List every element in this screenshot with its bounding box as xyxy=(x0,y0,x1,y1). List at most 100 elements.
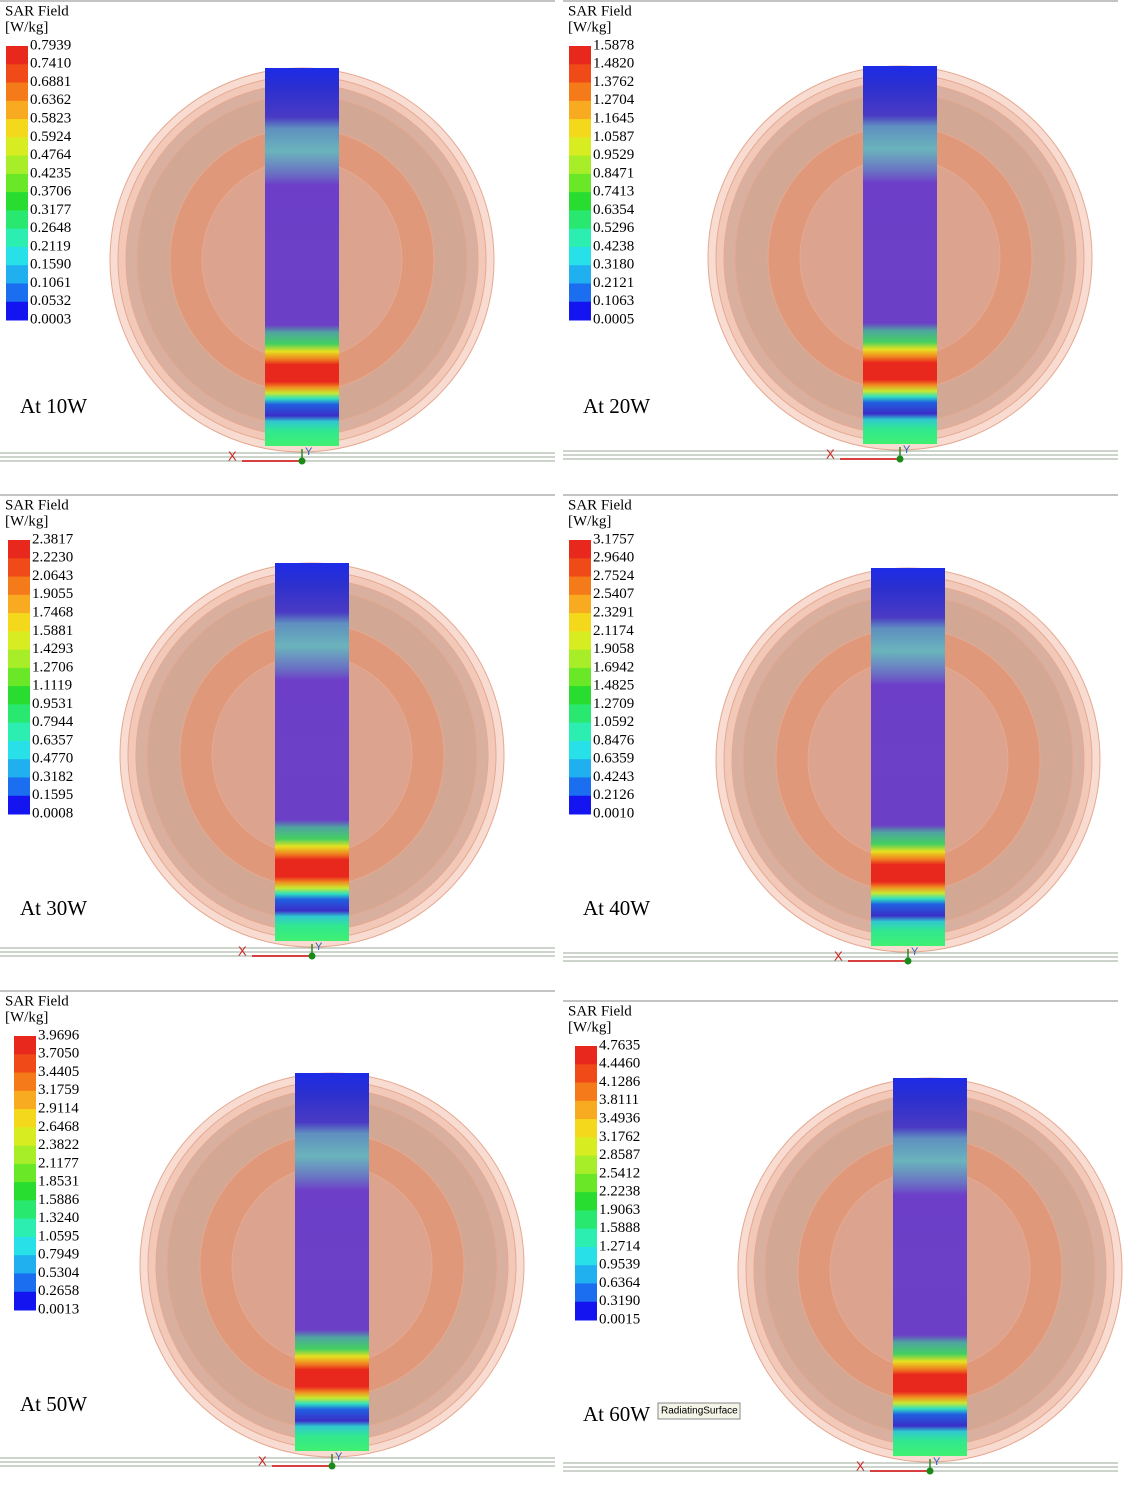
legend-unit: [W/kg] xyxy=(568,1019,611,1035)
legend-swatch xyxy=(6,228,28,248)
legend-swatch xyxy=(569,210,591,230)
legend-swatch xyxy=(8,722,30,742)
legend-value: 1.7468 xyxy=(32,605,73,621)
legend-swatch xyxy=(6,82,28,102)
legend-swatch xyxy=(569,100,591,120)
legend-value: 0.7410 xyxy=(30,56,71,72)
legend-value: 0.3180 xyxy=(593,257,634,273)
probe-sar xyxy=(871,568,945,946)
legend-swatch xyxy=(8,795,30,815)
legend-swatch xyxy=(6,265,28,284)
probe-sar xyxy=(275,563,349,941)
legend-value: 0.0005 xyxy=(593,311,634,327)
legend-value: 3.1759 xyxy=(38,1082,79,1098)
panel: X Y SAR Field[W/kg] 4.7635 4.4460 4.1286 3.811… xyxy=(563,1000,1123,1475)
legend-swatch xyxy=(575,1100,597,1120)
legend-value: 1.0587 xyxy=(593,129,635,145)
legend-swatch xyxy=(569,740,591,760)
legend-value: 2.2230 xyxy=(32,550,73,566)
legend-swatch xyxy=(6,119,28,138)
legend-swatch xyxy=(14,1036,36,1055)
legend-swatch xyxy=(6,192,28,211)
legend-title: SAR Field xyxy=(5,497,69,513)
legend-value: 0.6354 xyxy=(593,202,635,218)
legend-swatch xyxy=(569,613,591,632)
legend-unit: [W/kg] xyxy=(5,1009,48,1025)
legend-title: SAR Field xyxy=(5,993,69,1009)
legend-swatch xyxy=(569,722,591,742)
legend-value: 0.3182 xyxy=(32,769,73,785)
legend-swatch xyxy=(569,649,591,669)
legend-swatch xyxy=(8,649,30,669)
legend-swatch xyxy=(575,1064,597,1084)
legend-value: 0.1063 xyxy=(593,293,634,309)
legend-value: 1.0592 xyxy=(593,714,634,730)
legend-swatch xyxy=(6,100,28,120)
legend-swatch xyxy=(569,704,591,724)
legend-swatch xyxy=(8,631,30,651)
legend-swatch xyxy=(8,740,30,760)
legend-value: 0.4243 xyxy=(593,769,634,785)
caption: At 10W xyxy=(20,394,87,418)
legend-value: 3.8111 xyxy=(599,1092,639,1108)
annotation-box xyxy=(657,1402,741,1420)
legend-value: 1.1119 xyxy=(32,678,72,694)
legend-value: 1.1645 xyxy=(593,111,634,127)
legend-value: 0.6359 xyxy=(593,751,634,767)
probe-sar xyxy=(893,1078,967,1456)
legend-value: 0.2121 xyxy=(593,275,634,291)
legend-swatch xyxy=(575,1173,597,1193)
legend-swatch xyxy=(14,1127,36,1147)
legend-value: 0.0015 xyxy=(599,1311,640,1327)
legend-value: 0.1595 xyxy=(32,787,73,803)
legend-swatch xyxy=(575,1119,597,1138)
legend-value: 4.4460 xyxy=(599,1056,640,1072)
y-axis-label: Y xyxy=(305,446,313,458)
legend-value: 0.5823 xyxy=(30,111,71,127)
legend-value: 3.1762 xyxy=(599,1129,640,1145)
legend-value: 2.9640 xyxy=(593,550,634,566)
x-axis-label: X xyxy=(826,446,835,461)
legend-swatch xyxy=(569,759,591,778)
legend-swatch xyxy=(569,137,591,157)
legend-value: 0.9539 xyxy=(599,1257,640,1273)
legend-value: 1.5886 xyxy=(38,1192,80,1208)
legend-value: 2.8587 xyxy=(599,1147,641,1163)
legend-value: 2.5412 xyxy=(599,1165,640,1181)
legend-value: 3.4405 xyxy=(38,1064,79,1080)
legend-swatch xyxy=(569,576,591,596)
legend-value: 0.4238 xyxy=(593,238,634,254)
legend-value: 1.2704 xyxy=(593,92,635,108)
legend-value: 4.1286 xyxy=(599,1074,641,1090)
legend-title: SAR Field xyxy=(568,497,632,513)
panel: X Y SAR Field[W/kg] 1.5878 1.4820 1.3762 1.270… xyxy=(563,0,1118,463)
legend-value: 1.0595 xyxy=(38,1228,79,1244)
panel: X Y SAR Field[W/kg] 3.9696 3.7050 3.4405 3.175… xyxy=(0,990,555,1470)
legend-value: 3.4936 xyxy=(599,1111,641,1127)
legend-value: 0.9529 xyxy=(593,147,634,163)
legend-swatch xyxy=(575,1265,597,1284)
legend-value: 1.2709 xyxy=(593,696,634,712)
legend-value: 0.8476 xyxy=(593,732,635,748)
legend-value: 1.6942 xyxy=(593,659,634,675)
legend-swatch xyxy=(6,246,28,266)
caption: At 50W xyxy=(20,1392,87,1416)
legend-swatch xyxy=(569,119,591,138)
legend-swatch xyxy=(575,1246,597,1266)
axis-origin xyxy=(896,455,904,463)
legend-swatch xyxy=(569,82,591,102)
legend-value: 1.5881 xyxy=(32,623,73,639)
legend-swatch xyxy=(569,192,591,211)
legend-value: 3.9696 xyxy=(38,1027,80,1043)
y-axis-label: Y xyxy=(315,941,323,953)
legend-unit: [W/kg] xyxy=(568,19,611,35)
axis-origin xyxy=(328,1462,336,1470)
legend-swatch xyxy=(569,265,591,284)
legend-value: 2.7524 xyxy=(593,568,635,584)
legend-swatch xyxy=(14,1182,36,1201)
legend-swatch xyxy=(14,1163,36,1183)
legend-value: 0.5924 xyxy=(30,129,72,145)
legend-swatch xyxy=(6,137,28,157)
legend-value: 2.5407 xyxy=(593,586,635,602)
